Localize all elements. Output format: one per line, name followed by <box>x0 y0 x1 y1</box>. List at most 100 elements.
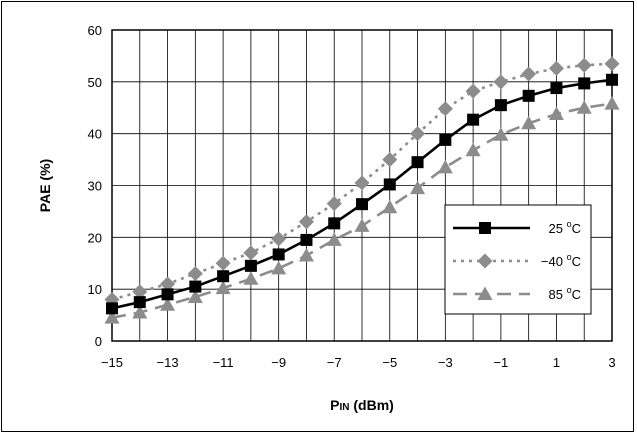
data-point <box>244 259 257 272</box>
data-point <box>243 245 259 261</box>
data-point <box>326 196 342 212</box>
legend-unit: C <box>572 221 581 236</box>
legend-marker <box>479 222 491 234</box>
legend-label: 85 oC <box>549 285 581 302</box>
data-point <box>467 113 480 126</box>
data-point <box>382 152 398 168</box>
data-point <box>522 89 535 102</box>
data-point <box>356 198 368 211</box>
data-point <box>187 266 203 282</box>
data-point <box>411 156 424 169</box>
data-point <box>382 199 398 214</box>
data-point <box>493 127 509 141</box>
data-point <box>548 60 564 76</box>
y-tick-label: 20 <box>88 230 102 245</box>
data-point <box>271 231 287 247</box>
legend-marker <box>477 286 493 300</box>
data-point <box>604 96 620 110</box>
data-point <box>521 115 537 130</box>
x-axis-label-main: P <box>330 397 339 413</box>
data-point <box>465 83 481 99</box>
data-point <box>439 133 452 146</box>
degree-symbol: o <box>567 219 572 229</box>
data-point <box>161 288 174 301</box>
legend-unit: C <box>572 287 581 302</box>
data-point <box>187 289 203 303</box>
data-point <box>604 56 620 72</box>
data-point <box>550 82 563 95</box>
x-tick-label: −9 <box>271 355 286 370</box>
x-axis-label-subscript: IN <box>340 402 350 413</box>
data-point <box>160 276 176 292</box>
y-tick-label: 0 <box>95 334 102 349</box>
x-tick-label: −1 <box>493 355 508 370</box>
data-point <box>437 101 453 117</box>
series-layer <box>104 56 620 324</box>
legend-box <box>444 204 592 315</box>
x-tick-label: −15 <box>101 355 123 370</box>
data-point <box>493 74 509 90</box>
legend-entry: −40 oC <box>453 252 581 269</box>
data-point <box>606 73 618 86</box>
y-tick-label: 10 <box>88 282 102 297</box>
x-tick-label: −3 <box>438 355 453 370</box>
x-tick-label: 1 <box>553 355 560 370</box>
data-point <box>465 142 481 157</box>
data-point <box>298 214 314 230</box>
data-point <box>383 178 396 191</box>
x-tick-label: 3 <box>608 355 615 370</box>
y-tick-label: 50 <box>88 75 102 90</box>
legend-marker <box>477 253 493 269</box>
legend-label: 25 oC <box>549 219 581 236</box>
x-tick-label: −13 <box>157 355 179 370</box>
data-point <box>300 233 313 246</box>
series-square <box>106 73 618 315</box>
y-tick-label: 30 <box>88 179 102 194</box>
data-point <box>132 304 148 319</box>
data-point <box>437 159 453 174</box>
degree-symbol: o <box>567 252 572 262</box>
x-axis-label-unit: (dBm) <box>350 397 394 413</box>
y-tick-label: 40 <box>88 127 102 142</box>
legend-unit: C <box>572 254 581 269</box>
legend-entry: 25 oC <box>453 219 581 236</box>
data-point <box>328 217 341 230</box>
data-point <box>494 99 507 112</box>
data-point <box>354 218 370 232</box>
data-point <box>410 126 426 142</box>
data-point <box>132 284 148 300</box>
data-point <box>243 271 259 285</box>
y-axis-label: PAE (%) <box>37 159 53 212</box>
data-point <box>215 255 231 271</box>
x-tick-label: −11 <box>213 355 234 370</box>
y-tick-label: 60 <box>88 23 102 38</box>
data-point <box>217 270 230 283</box>
series-triangle <box>104 96 620 324</box>
data-point <box>326 232 342 246</box>
series-diamond <box>104 56 620 308</box>
data-point <box>106 302 118 315</box>
data-point <box>272 248 285 261</box>
legend-value: −40 <box>541 254 567 269</box>
data-point <box>133 296 146 309</box>
degree-symbol: o <box>567 285 572 295</box>
data-point <box>354 175 370 191</box>
x-axis-label: PIN (dBm) <box>330 397 394 413</box>
data-point <box>298 247 314 262</box>
x-tick-label: −5 <box>382 355 397 370</box>
data-point <box>548 106 564 120</box>
data-point <box>160 297 176 311</box>
data-point <box>576 100 592 114</box>
data-point <box>215 280 231 295</box>
x-tick-label: −7 <box>327 355 342 370</box>
legend-value: 25 <box>549 221 567 236</box>
legend-value: 85 <box>549 287 567 302</box>
data-point <box>578 77 591 90</box>
data-point <box>576 57 592 73</box>
legend-entry: 85 oC <box>453 285 581 302</box>
